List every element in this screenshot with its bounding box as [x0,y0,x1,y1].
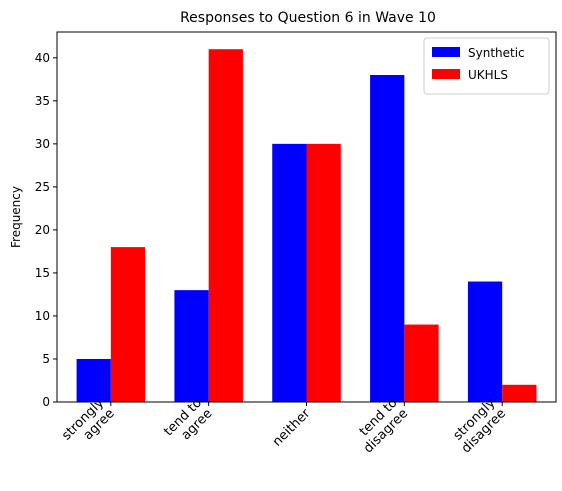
bars-layer [76,49,537,403]
y-tick-label: 10 [35,309,50,323]
bar-ukhls-2 [306,143,341,403]
bar-synthetic-0 [76,358,111,402]
bar-synthetic-2 [272,143,307,403]
y-tick-label: 15 [35,266,50,280]
x-tick-label-group: neither [270,406,314,450]
bar-ukhls-4 [502,384,537,402]
y-tick-label: 30 [35,137,50,151]
legend: Synthetic UKHLS [423,37,550,95]
y-tick-label: 5 [42,352,50,366]
bar-ukhls-1 [208,49,243,403]
y-tick-label: 35 [35,94,50,108]
bar-synthetic-4 [467,281,503,402]
y-axis: 0 5 10 15 20 25 30 35 40 [35,51,57,409]
chart-title: Responses to Question 6 in Wave 10 [180,10,436,26]
bar-ukhls-3 [404,324,439,402]
y-tick-label: 20 [35,223,50,237]
legend-label-synthetic: Synthetic [468,46,525,60]
x-tick-label: neither [270,406,314,450]
bar-ukhls-0 [110,247,146,402]
legend-swatch-ukhls [432,69,460,79]
y-tick-label: 25 [35,180,50,194]
y-tick-label: 40 [35,51,50,65]
y-tick-label: 0 [42,395,50,409]
legend-swatch-synthetic [432,47,460,57]
legend-label-ukhls: UKHLS [468,68,508,82]
bar-synthetic-1 [174,290,209,402]
y-axis-label: Frequency [9,186,23,248]
bar-synthetic-3 [370,75,405,403]
